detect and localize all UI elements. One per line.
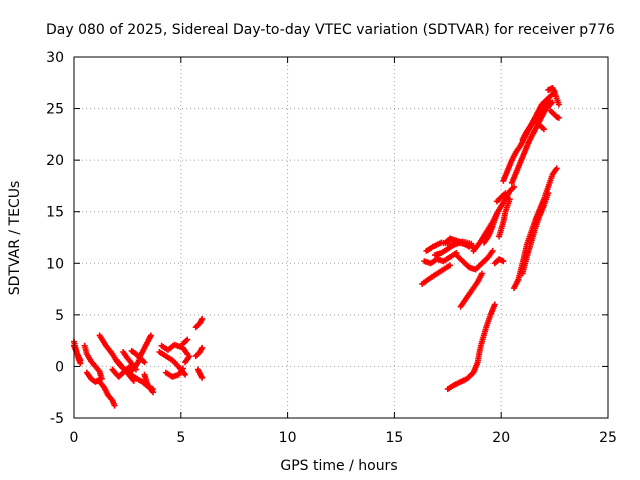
x-tick-label: 10 (279, 430, 297, 446)
data-point (540, 126, 547, 133)
data-point (150, 386, 157, 393)
data-point (493, 210, 500, 217)
data-point (446, 262, 453, 269)
data-point (478, 270, 485, 277)
x-tick-label: 5 (176, 430, 185, 446)
x-tick-label: 15 (385, 430, 403, 446)
y-tick-label: 10 (46, 256, 64, 272)
data-point (199, 315, 206, 322)
data-points (71, 84, 562, 409)
x-axis-title: GPS time / hours (280, 458, 397, 474)
data-point (179, 365, 186, 372)
plot-frame (73, 56, 609, 419)
y-tick-label: 5 (55, 308, 64, 324)
y-tick-label: 20 (46, 153, 64, 169)
x-tick-label: 0 (70, 430, 79, 446)
data-point (77, 357, 84, 364)
data-point (491, 301, 498, 308)
data-point (506, 196, 513, 203)
axis-ticks: 0 5 10 15 20 25 -5 0 5 10 15 20 25 30 (46, 50, 617, 446)
y-tick-label: 25 (46, 102, 64, 118)
y-tick-label: 30 (46, 50, 64, 66)
x-tick-label: 25 (599, 430, 617, 446)
data-point (555, 114, 562, 121)
data-point (466, 243, 473, 250)
data-point (130, 377, 137, 384)
data-point (147, 332, 154, 339)
data-point (182, 371, 189, 378)
data-point (500, 258, 507, 265)
data-point (555, 101, 562, 108)
x-tick-label: 20 (492, 430, 510, 446)
chart-title: Day 080 of 2025, Sidereal Day-to-day VTE… (46, 22, 615, 38)
data-point (502, 190, 509, 197)
y-axis-title: SDTVAR / TECUs (7, 181, 23, 296)
data-point (184, 336, 191, 343)
y-tick-label: 15 (46, 205, 64, 221)
data-point (511, 183, 518, 190)
data-point (199, 344, 206, 351)
data-point (468, 240, 475, 247)
data-point (553, 165, 560, 172)
y-tick-label: 0 (55, 359, 64, 375)
data-point (545, 190, 552, 197)
data-point (141, 359, 148, 366)
data-point (111, 402, 118, 409)
data-point (199, 374, 206, 381)
data-point (186, 353, 193, 360)
data-point (489, 247, 496, 254)
data-point (547, 99, 554, 106)
y-tick-label: -5 (50, 411, 64, 427)
grid (74, 57, 608, 418)
